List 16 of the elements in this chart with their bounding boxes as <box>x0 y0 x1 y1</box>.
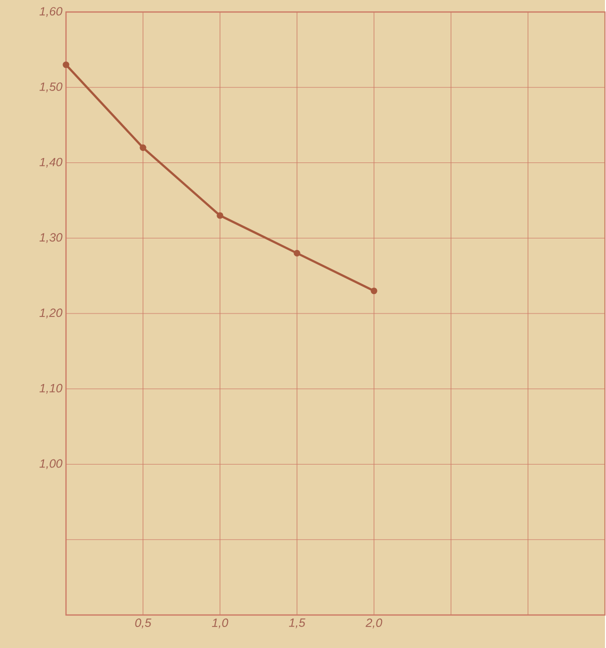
point <box>216 212 224 219</box>
y-tick-label: 1,50 <box>40 82 63 92</box>
y-tick-label: 1,30 <box>40 233 63 244</box>
x-tick-label: 0,5 <box>135 618 152 628</box>
y-tick-label: 1,40 <box>40 158 63 168</box>
point <box>140 144 146 151</box>
point <box>294 250 300 256</box>
y-tick-label: 1,10 <box>40 384 63 394</box>
x-tick-label: 1,5 <box>289 618 306 628</box>
point <box>62 61 70 68</box>
y-tick-label: 1,00 <box>40 459 63 470</box>
y-tick-label: 1,60 <box>40 7 63 17</box>
y-tick-label: 1,20 <box>40 308 63 318</box>
x-tick-label: 2,0 <box>366 618 382 628</box>
x-tick-label: 1,0 <box>212 618 228 628</box>
point <box>370 288 378 294</box>
